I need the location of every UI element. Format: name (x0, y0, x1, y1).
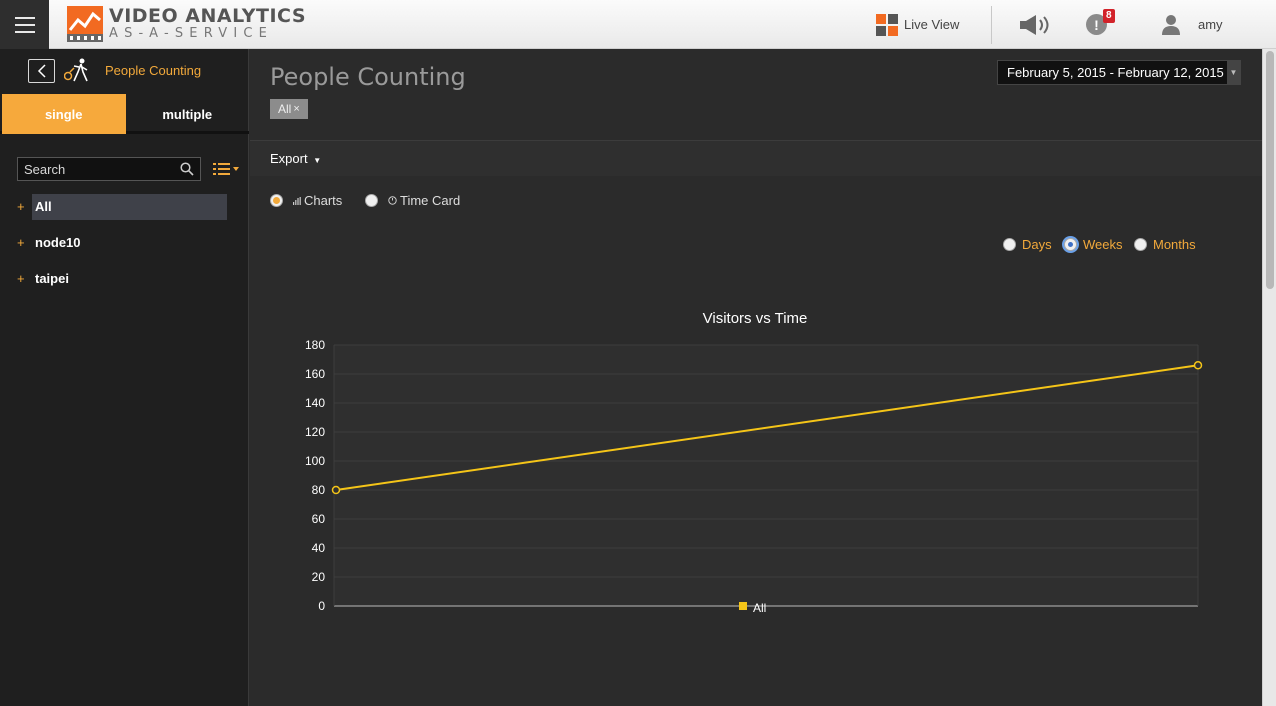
tree-item-label: node10 (35, 235, 81, 250)
hamburger-line (14, 16, 35, 19)
period-option-weeks[interactable]: Weeks (1064, 237, 1123, 252)
radio-days[interactable] (1003, 238, 1016, 251)
plot-area (334, 345, 1198, 606)
date-range-picker[interactable]: February 5, 2015 - February 12, 2015 ▼ (997, 60, 1241, 85)
people-counting-icon (64, 58, 88, 82)
data-point (331, 485, 341, 495)
user-icon (1162, 14, 1180, 35)
y-tick-label: 140 (305, 396, 325, 410)
chart-title: Visitors vs Time (703, 310, 808, 327)
y-tick-label: 160 (305, 367, 325, 381)
sidebar: People Counting single multiple Search +… (0, 49, 249, 706)
y-tick-label: 0 (318, 599, 325, 613)
username: amy (1198, 17, 1223, 32)
tree-item-node10[interactable]: + node10 (0, 230, 249, 256)
alert-count-badge: 8 (1103, 9, 1115, 23)
chevron-down-icon[interactable]: ▼ (1227, 61, 1240, 84)
radio-months[interactable] (1134, 238, 1147, 251)
view-option-charts[interactable]: Charts (270, 193, 342, 208)
tree-item-taipei[interactable]: + taipei (0, 266, 249, 292)
period-option-label: Months (1153, 237, 1196, 252)
megaphone-icon (1020, 14, 1049, 35)
date-range-label: February 5, 2015 - February 12, 2015 (1007, 65, 1224, 80)
series-line (335, 364, 1199, 491)
expand-icon[interactable]: + (17, 271, 25, 286)
tab-single[interactable]: single (2, 94, 126, 134)
legend-swatch (739, 602, 747, 610)
tree-item-label: All (35, 199, 52, 214)
logo-subtitle: AS-A-SERVICE (109, 26, 274, 41)
tree-item-label: taipei (35, 271, 69, 286)
y-tick-label: 40 (312, 541, 326, 555)
clock-icon (388, 196, 397, 205)
toolbar: Export ▼ (250, 140, 1262, 176)
filter-chip-label: All (278, 102, 292, 116)
view-option-label: Charts (304, 193, 343, 208)
y-tick-label: 180 (305, 338, 325, 352)
page-scrollbar[interactable] (1262, 49, 1276, 706)
app-logo[interactable]: VIDEO ANALYTICS AS-A-SERVICE (67, 6, 306, 42)
y-tick-label: 20 (312, 570, 326, 584)
legend-label: All (753, 601, 766, 615)
broadcast-button[interactable] (1018, 0, 1054, 49)
visitors-chart: 0 20 40 60 80 100 120 140 160 180 Visitors vs Time… (305, 310, 1203, 615)
logo-title: VIDEO ANALYTICS (109, 5, 307, 27)
radio-timecard[interactable] (365, 194, 378, 207)
alert-icon: ! (1086, 14, 1107, 35)
mode-tabs: single multiple (0, 94, 249, 134)
live-view-label: Live View (904, 17, 960, 32)
y-tick-label: 60 (312, 512, 326, 526)
y-tick-label: 100 (305, 454, 325, 468)
page-title: People Counting (270, 63, 466, 91)
expand-icon[interactable]: + (17, 199, 25, 214)
search-icon (180, 162, 194, 176)
caret-down-icon: ▼ (313, 156, 322, 165)
period-option-label: Weeks (1083, 237, 1123, 252)
list-view-icon[interactable] (213, 162, 239, 176)
hamburger-line (14, 23, 35, 26)
bar-chart-icon (293, 196, 301, 205)
export-label: Export (270, 151, 308, 166)
top-bar: VIDEO ANALYTICS AS-A-SERVICE Live View !… (0, 0, 1276, 49)
main-content: People Counting All × February 5, 2015 -… (250, 49, 1262, 706)
view-option-timecard[interactable]: Time Card (365, 193, 460, 208)
logo-icon (67, 6, 103, 42)
grid-icon (876, 13, 898, 36)
radio-weeks[interactable] (1064, 238, 1077, 251)
selection-highlight (32, 194, 227, 220)
menu-button[interactable] (0, 0, 49, 49)
y-tick-label: 120 (305, 425, 325, 439)
search-input[interactable]: Search (17, 157, 201, 181)
period-option-days[interactable]: Days (1003, 237, 1052, 252)
radio-charts[interactable] (270, 194, 283, 207)
filter-chip[interactable]: All × (270, 99, 308, 119)
period-option-label: Days (1022, 237, 1052, 252)
chevron-left-icon (37, 64, 46, 78)
tree-item-all[interactable]: + All (0, 194, 249, 220)
export-button[interactable]: Export ▼ (270, 151, 321, 166)
tab-multiple[interactable]: multiple (162, 106, 213, 122)
alerts-button[interactable]: ! 8 (1086, 0, 1115, 49)
expand-icon[interactable]: + (17, 235, 25, 250)
back-button[interactable] (28, 59, 55, 83)
period-option-months[interactable]: Months (1134, 237, 1196, 252)
search-placeholder: Search (24, 161, 66, 177)
hamburger-line (14, 30, 35, 33)
scrollbar-thumb[interactable] (1266, 51, 1274, 289)
y-tick-label: 80 (312, 483, 326, 497)
close-icon[interactable]: × (293, 103, 300, 115)
data-point (1193, 361, 1203, 370)
view-option-label: Time Card (400, 193, 461, 208)
user-menu[interactable]: amy (1161, 0, 1223, 49)
sidebar-title: People Counting (105, 63, 202, 78)
header-divider (991, 6, 992, 44)
live-view-button[interactable]: Live View (876, 0, 959, 49)
